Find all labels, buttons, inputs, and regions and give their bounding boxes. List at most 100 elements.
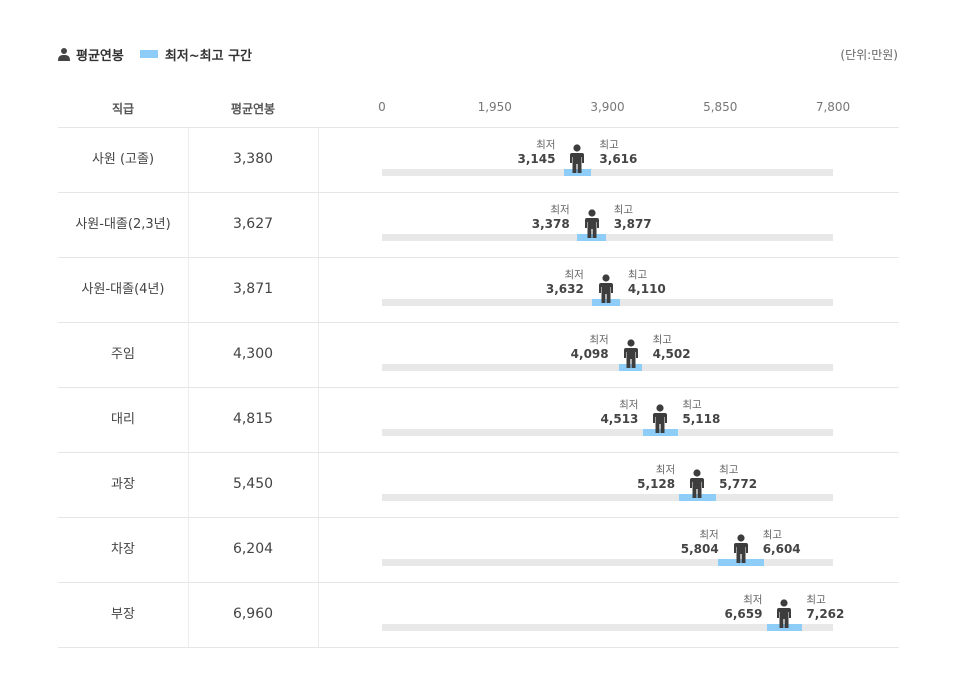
salary-row: 사원-대졸(4년) 3,871 최저 3,632 최고 4,110 — [58, 257, 899, 322]
range-bar — [563, 169, 592, 176]
unit-label: (단위:만원) — [840, 48, 898, 62]
range-bar — [618, 364, 643, 371]
person-icon — [584, 209, 599, 238]
average-value: 5,450 — [232, 476, 274, 492]
legend-item-average: 평균연봉 — [58, 45, 124, 64]
range-bar — [577, 234, 607, 241]
max-value: 6,604 — [762, 542, 801, 556]
min-value: 3,632 — [545, 282, 584, 296]
max-label: 최고 — [599, 139, 619, 151]
average-value: 6,960 — [232, 606, 274, 622]
min-label: 최저 — [550, 204, 570, 216]
grade-label: 사원-대졸(4년) — [81, 282, 165, 297]
range-bar — [592, 299, 620, 306]
range-swatch — [139, 50, 158, 58]
salary-row: 사원-대졸(2,3년) 3,627 최저 3,378 최고 3,877 — [58, 192, 899, 257]
person-icon — [733, 534, 748, 563]
range-track — [382, 169, 833, 176]
salary-row: 과장 5,450 최저 5,128 최고 5,772 — [58, 452, 899, 517]
grade-label: 사원 (고졸) — [91, 152, 155, 167]
person-icon — [653, 404, 668, 433]
min-label: 최저 — [743, 594, 763, 606]
max-value: 3,616 — [599, 152, 638, 166]
salary-row: 주임 4,300 최저 4,098 최고 4,502 — [58, 322, 899, 387]
max-value: 3,877 — [613, 217, 652, 231]
range-bar — [717, 559, 764, 566]
grade-label: 대리 — [111, 412, 135, 427]
min-label: 최저 — [655, 464, 676, 476]
range-bar — [678, 494, 716, 501]
row-divider — [58, 582, 899, 583]
chart-legend: 평균연봉 최저~최고 구간 — [58, 44, 268, 64]
min-label: 최저 — [619, 399, 639, 411]
max-label: 최고 — [806, 594, 826, 606]
min-value: 6,659 — [724, 607, 763, 621]
range-track — [382, 234, 833, 241]
average-value: 6,204 — [232, 541, 274, 557]
average-value: 3,380 — [232, 151, 274, 167]
salary-row: 사원 (고졸) 3,380 최저 3,145 최고 3,616 — [58, 127, 899, 192]
range-track — [382, 429, 833, 436]
person-icon — [58, 47, 70, 61]
row-divider — [58, 127, 899, 128]
person-icon — [598, 274, 613, 303]
max-label: 최고 — [627, 269, 648, 281]
max-label: 최고 — [719, 464, 739, 476]
average-value: 4,300 — [232, 346, 274, 362]
row-divider — [58, 257, 899, 258]
legend-item-range: 최저~최고 구간 — [139, 45, 253, 64]
min-label: 최저 — [699, 529, 719, 541]
x-tick-label: 3,900 — [590, 100, 625, 114]
max-value: 4,502 — [652, 347, 691, 361]
min-label: 최저 — [536, 139, 556, 151]
legend-average-label: 평균연봉 — [76, 48, 124, 64]
range-bar — [642, 429, 678, 436]
row-divider — [58, 517, 899, 518]
person-icon — [570, 144, 585, 173]
grade-label: 과장 — [111, 477, 135, 492]
x-tick-label: 1,950 — [477, 100, 512, 114]
range-track — [382, 494, 833, 501]
range-track — [382, 364, 833, 371]
average-value: 3,871 — [232, 281, 274, 297]
max-label: 최고 — [652, 334, 672, 346]
person-icon — [690, 469, 705, 498]
min-value: 4,513 — [600, 412, 639, 426]
legend-range-label: 최저~최고 구간 — [164, 48, 253, 64]
salary-row: 부장 6,960 최저 6,659 최고 7,262 — [58, 582, 899, 647]
salary-row: 차장 6,204 최저 5,804 최고 6,604 — [58, 517, 899, 582]
average-value: 3,627 — [232, 216, 274, 232]
x-tick-label: 0 — [378, 100, 386, 114]
grade-label: 사원-대졸(2,3년) — [75, 217, 171, 232]
range-bar — [767, 624, 802, 631]
average-value: 4,815 — [232, 411, 274, 427]
x-tick-label: 5,850 — [703, 100, 738, 114]
range-track — [382, 559, 833, 566]
max-value: 7,262 — [806, 607, 845, 621]
grade-label: 주임 — [111, 347, 135, 362]
min-label: 최저 — [564, 269, 584, 281]
header-average: 평균연봉 — [230, 102, 276, 116]
row-divider — [58, 322, 899, 323]
max-value: 5,118 — [682, 412, 721, 426]
row-divider — [58, 192, 899, 193]
max-value: 5,772 — [719, 477, 758, 491]
person-icon — [777, 599, 792, 628]
min-value: 4,098 — [570, 347, 609, 361]
max-label: 최고 — [762, 529, 783, 541]
min-value: 3,145 — [517, 152, 556, 166]
min-value: 5,804 — [680, 542, 719, 556]
min-value: 5,128 — [637, 477, 676, 491]
max-value: 4,110 — [627, 282, 666, 296]
max-label: 최고 — [613, 204, 634, 216]
row-divider — [58, 452, 899, 453]
grade-label: 부장 — [111, 607, 135, 622]
row-divider — [58, 387, 899, 388]
x-tick-label: 7,800 — [815, 100, 851, 114]
row-divider — [58, 647, 899, 648]
salary-row: 대리 4,815 최저 4,513 최고 5,118 — [58, 387, 899, 452]
header-grade: 직급 — [111, 102, 135, 116]
grade-label: 차장 — [111, 542, 135, 557]
min-value: 3,378 — [531, 217, 570, 231]
min-label: 최저 — [589, 334, 609, 346]
